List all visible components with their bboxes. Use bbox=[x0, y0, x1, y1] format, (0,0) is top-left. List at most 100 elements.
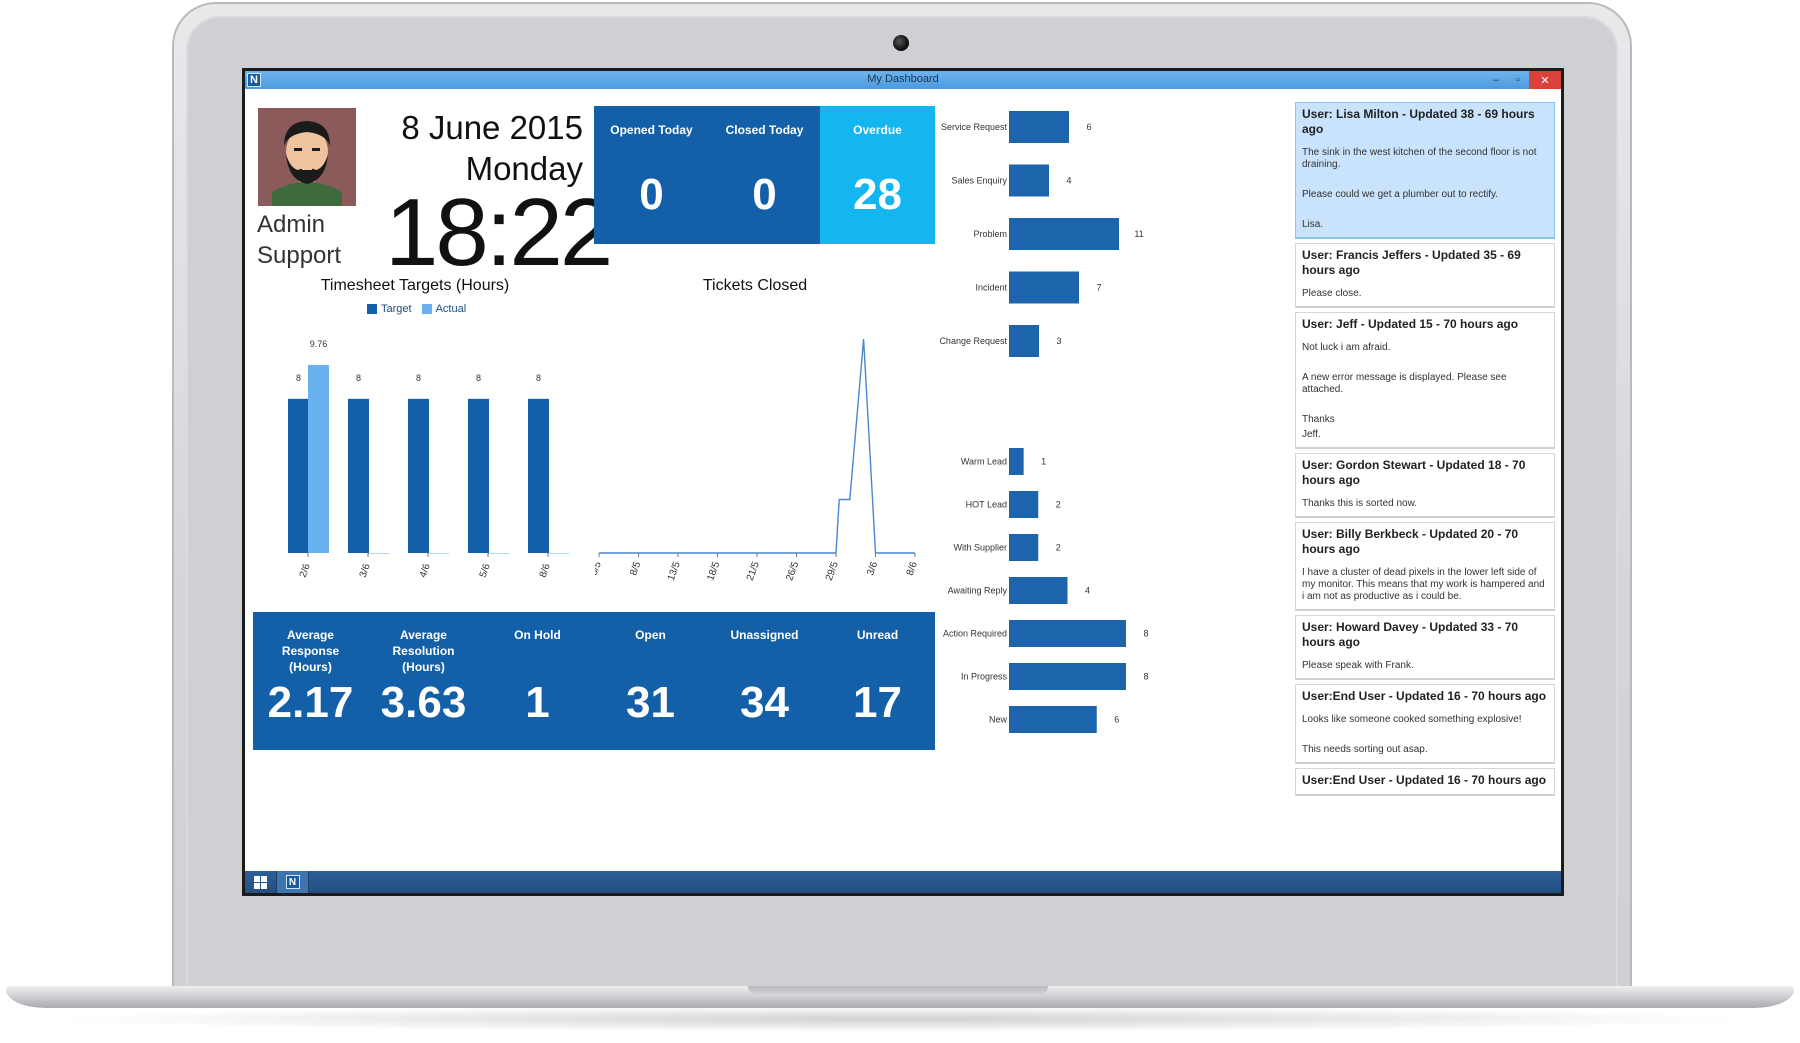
bar-target bbox=[408, 398, 429, 553]
taskbar: N bbox=[245, 871, 1561, 893]
update-line bbox=[1302, 174, 1548, 186]
bar[interactable] bbox=[1009, 448, 1024, 475]
tile-label: Opened Today bbox=[610, 123, 693, 137]
kpi-tile[interactable]: Unassigned 34 bbox=[707, 612, 822, 750]
kpi-tile[interactable]: Average Resolution (Hours) 3.63 bbox=[366, 612, 481, 750]
x-tick-label: 3/6 bbox=[358, 562, 373, 579]
window-controls: – ▫ ✕ bbox=[1485, 71, 1561, 89]
tile-label-line: Open bbox=[635, 628, 666, 642]
update-line: The sink in the west kitchen of the seco… bbox=[1302, 147, 1537, 170]
update-card[interactable]: User: Jeff - Updated 15 - 70 hours ago No… bbox=[1295, 312, 1555, 449]
value-label: 2 bbox=[1056, 500, 1061, 510]
close-button[interactable]: ✕ bbox=[1529, 71, 1561, 89]
kpi-tile[interactable]: Open 31 bbox=[593, 612, 708, 750]
bar[interactable] bbox=[1009, 620, 1126, 647]
update-title: User: Gordon Stewart - Updated 18 - 70 h… bbox=[1302, 458, 1526, 487]
bar[interactable] bbox=[1009, 577, 1068, 604]
x-tick-label: 4/6 bbox=[418, 562, 433, 579]
update-card[interactable]: User: Howard Davey - Updated 33 - 70 hou… bbox=[1295, 615, 1555, 680]
update-line: A new error message is displayed. Please… bbox=[1302, 372, 1507, 395]
bar-actual bbox=[368, 553, 389, 554]
tickets-closed-chart: 6/5 8/5 13/5 18/5 21/5 26/5 29/5 3/6 8/6 bbox=[595, 338, 920, 582]
bar-target bbox=[288, 398, 309, 553]
tile-value: 28 bbox=[853, 170, 902, 219]
laptop-notch bbox=[748, 986, 1048, 996]
kpi-tile[interactable]: Unread 17 bbox=[820, 612, 935, 750]
bar[interactable] bbox=[1009, 663, 1126, 690]
taskbar-app-button[interactable]: N bbox=[277, 871, 309, 893]
value-label: 7 bbox=[1096, 283, 1101, 293]
update-card[interactable]: User: Francis Jeffers - Updated 35 - 69 … bbox=[1295, 243, 1555, 308]
tile-label-line: Unread bbox=[856, 628, 899, 642]
value-label: 6 bbox=[1086, 122, 1091, 132]
x-tick-label: 2/6 bbox=[298, 562, 313, 579]
tile-label: Unread bbox=[820, 612, 935, 643]
update-line: Thanks this is sorted now. bbox=[1302, 498, 1418, 509]
update-card[interactable]: User:End User - Updated 16 - 70 hours ag… bbox=[1295, 684, 1555, 764]
window-title: My Dashboard bbox=[867, 73, 939, 85]
tile-label: Unassigned bbox=[707, 612, 822, 643]
bar[interactable] bbox=[1009, 111, 1069, 143]
update-card[interactable]: User:End User - Updated 16 - 70 hours ag… bbox=[1295, 768, 1555, 796]
update-body: Thanks this is sorted now. bbox=[1302, 498, 1548, 510]
kpi-tile[interactable]: Average Response (Hours) 2.17 bbox=[253, 612, 368, 750]
bar-target bbox=[468, 398, 489, 553]
update-line bbox=[1302, 204, 1548, 216]
app-logo-icon: N bbox=[247, 73, 261, 87]
laptop-screen: N My Dashboard – ▫ ✕ Admin bbox=[242, 68, 1564, 896]
maximize-button[interactable]: ▫ bbox=[1516, 74, 1520, 86]
bar-target bbox=[348, 398, 369, 553]
update-body: Please speak with Frank. bbox=[1302, 660, 1548, 672]
tile-value: 17 bbox=[853, 678, 902, 727]
bar[interactable] bbox=[1009, 164, 1049, 197]
windows-icon bbox=[254, 875, 267, 889]
update-body: Please close. bbox=[1302, 288, 1548, 300]
bar[interactable] bbox=[1009, 534, 1039, 561]
update-card[interactable]: User: Gordon Stewart - Updated 18 - 70 h… bbox=[1295, 453, 1555, 518]
category-label: Service Request bbox=[941, 122, 1008, 132]
overdue-tile[interactable]: Overdue 28 bbox=[820, 106, 935, 244]
bar[interactable] bbox=[1009, 218, 1119, 250]
user-avatar-icon bbox=[258, 108, 356, 206]
bar[interactable] bbox=[1009, 325, 1039, 357]
category-label: HOT Lead bbox=[966, 500, 1007, 510]
bar[interactable] bbox=[1009, 271, 1079, 304]
update-card[interactable]: User: Lisa Milton - Updated 38 - 69 hour… bbox=[1295, 102, 1555, 239]
tile-label: On Hold bbox=[480, 612, 595, 643]
update-title: User: Francis Jeffers - Updated 35 - 69 … bbox=[1302, 248, 1521, 277]
update-title: User: Billy Berkbeck - Updated 20 - 70 h… bbox=[1302, 527, 1519, 556]
update-body: The sink in the west kitchen of the seco… bbox=[1302, 147, 1548, 231]
closed-today-tile[interactable]: Closed Today 0 bbox=[707, 106, 822, 244]
update-line: I have a cluster of dead pixels in the l… bbox=[1302, 567, 1545, 602]
updates-list[interactable]: User: Lisa Milton - Updated 38 - 69 hour… bbox=[1295, 102, 1555, 862]
tile-label-line: (Hours) bbox=[402, 660, 445, 674]
legend-label-target: Target bbox=[381, 303, 412, 315]
user-name: Admin Support bbox=[257, 209, 397, 271]
bar-actual bbox=[308, 364, 329, 553]
opened-today-tile[interactable]: Opened Today 0 bbox=[594, 106, 709, 244]
value-label: 2 bbox=[1056, 543, 1061, 553]
bar[interactable] bbox=[1009, 706, 1097, 733]
x-tick-label: 8/6 bbox=[905, 560, 920, 577]
data-label: 8 bbox=[536, 373, 541, 383]
category-label: With Supplier bbox=[953, 543, 1007, 553]
update-title: User:End User - Updated 16 - 70 hours ag… bbox=[1302, 773, 1547, 787]
minimize-button[interactable]: – bbox=[1492, 74, 1500, 86]
x-tick-label: 29/5 bbox=[824, 560, 841, 582]
user-first-name: Admin bbox=[257, 211, 326, 238]
tile-value: 1 bbox=[525, 678, 550, 727]
title-bar[interactable]: N My Dashboard – ▫ ✕ bbox=[245, 71, 1561, 89]
bar[interactable] bbox=[1009, 491, 1039, 518]
start-button[interactable] bbox=[245, 871, 277, 893]
tile-label-line: (Hours) bbox=[289, 660, 332, 674]
laptop-shadow bbox=[40, 1006, 1760, 1032]
tile-value: 3.63 bbox=[380, 678, 467, 727]
kpi-tile[interactable]: On Hold 1 bbox=[480, 612, 595, 750]
category-label: Action Required bbox=[943, 629, 1007, 639]
data-label: 8 bbox=[356, 373, 361, 383]
x-tick-label: 5/6 bbox=[478, 562, 493, 579]
update-line: Please could we get a plumber out to rec… bbox=[1302, 189, 1499, 200]
value-label: 4 bbox=[1066, 176, 1071, 186]
update-card[interactable]: User: Billy Berkbeck - Updated 20 - 70 h… bbox=[1295, 522, 1555, 611]
x-tick-label: 13/5 bbox=[666, 560, 683, 582]
